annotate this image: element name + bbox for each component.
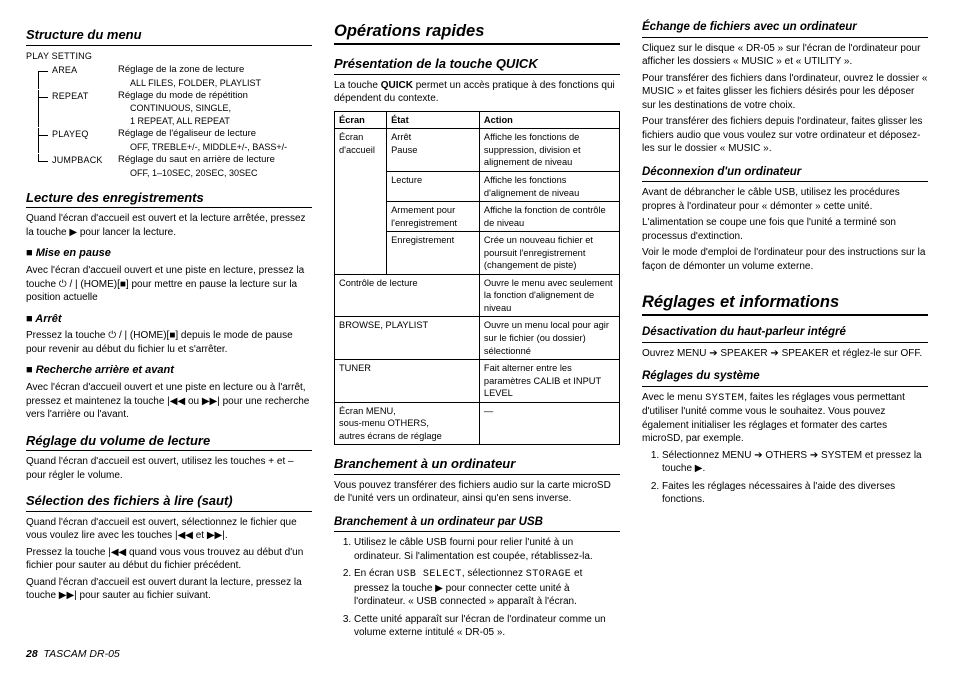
p: Pour transférer des fichiers dans l'ordi… [642,72,928,113]
h-echange: Échange de fichiers avec un ordinateur [642,20,928,38]
cell: — [479,402,619,445]
h-arret: ■ Arrêt [26,312,312,327]
p: Pressez la touche |◀◀ quand vous vous tr… [26,546,312,573]
p: Quand l'écran d'accueil est ouvert, séle… [26,516,312,543]
p: Quand l'écran d'accueil est ouvert duran… [26,576,312,603]
p: Avec l'écran d'accueil ouvert et une pis… [26,381,312,422]
h-operations: Opérations rapides [334,20,620,45]
col-right: Échange de fichiers avec un ordinateur C… [642,16,928,644]
tree-item: AREA Réglage de la zone de lectureALL FI… [38,64,312,89]
cell: Ouvre un menu local pour agir sur le fic… [479,317,619,360]
col-mid: Opérations rapides Présentation de la to… [334,16,620,644]
p: L'alimentation se coupe une fois que l'u… [642,216,928,243]
cell: BROWSE, PLAYLIST [335,317,480,360]
h-usb: Branchement à un ordinateur par USB [334,515,620,533]
tree-item: JUMPBACK Réglage du saut en arrière de l… [38,154,312,179]
th-action: Action [479,111,619,129]
cell: Affiche les fonctions d'alignement de ni… [479,172,619,202]
cell: Arrêt Pause [387,129,480,172]
list-item: Cette unité apparaît sur l'écran de l'or… [354,613,620,640]
h-reglages: Réglages et informations [642,291,928,316]
p: La touche QUICK permet un accès pratique… [334,79,620,106]
col-left: Structure du menu PLAY SETTING AREA Régl… [26,16,312,644]
system-steps: Sélectionnez MENU ➔ OTHERS ➔ SYSTEM et p… [662,449,928,507]
th-etat: État [387,111,480,129]
h-branchement: Branchement à un ordinateur [334,455,620,475]
h-lecture: Lecture des enregistrements [26,189,312,209]
p: Pour transférer des fichiers depuis l'or… [642,115,928,156]
list-item: En écran USB SELECT, sélectionnez STORAG… [354,567,620,609]
p: Quand l'écran d'accueil est ouvert et la… [26,212,312,239]
h-quick: Présentation de la touche QUICK [334,55,620,75]
cell: Affiche les fonctions de suppression, di… [479,129,619,172]
p: Pressez la touche ⏻ / | (HOME)[■] depuis… [26,329,312,356]
list-item: Utilisez le câble USB fourni pour relier… [354,536,620,563]
settings-tree: AREA Réglage de la zone de lectureALL FI… [26,64,312,179]
p: Vous pouvez transférer des fichiers audi… [334,479,620,506]
p: Cliquez sur le disque « DR-05 » sur l'éc… [642,42,928,69]
cell: Crée un nouveau fichier et poursuit l'en… [479,232,619,275]
cell-ecran: Écran d'accueil [335,129,387,274]
cell: TUNER [335,360,480,403]
h-system: Réglages du système [642,369,928,387]
h-selection: Sélection des fichiers à lire (saut) [26,492,312,512]
page-footer: 28 TASCAM DR-05 [26,647,120,661]
cell: Armement pour l'enregistrement [387,202,480,232]
p: Quand l'écran d'accueil est ouvert, util… [26,455,312,482]
h-structure: Structure du menu [26,26,312,46]
h-speaker: Désactivation du haut-parleur intégré [642,325,928,343]
cell: Affiche la fonction de contrôle de nivea… [479,202,619,232]
cell: Enregistrement [387,232,480,275]
cell: Lecture [387,172,480,202]
menu-root: PLAY SETTING [26,50,312,62]
tree-item: PLAYEQ Réglage de l'égaliseur de lecture… [38,128,312,153]
p: Avec le menu SYSTEM, faites les réglages… [642,391,928,446]
h-pause: ■ Mise en pause [26,246,312,261]
cell: Fait alterner entre les paramètres CALIB… [479,360,619,403]
h-deconnexion: Déconnexion d'un ordinateur [642,165,928,183]
usb-steps: Utilisez le câble USB fourni pour relier… [354,536,620,640]
p: Voir le mode d'emploi de l'ordinateur po… [642,246,928,273]
cell: Contrôle de lecture [335,274,480,317]
p: Ouvrez MENU ➔ SPEAKER ➔ SPEAKER et régle… [642,347,928,361]
th-ecran: Écran [335,111,387,129]
list-item: Faites les réglages nécessaires à l'aide… [662,480,928,507]
h-volume: Réglage du volume de lecture [26,432,312,452]
p: Avant de débrancher le câble USB, utilis… [642,186,928,213]
cell: Écran MENU, sous-menu OTHERS, autres écr… [335,402,480,445]
tree-item: REPEAT Réglage du mode de répétitionCONT… [38,90,312,127]
list-item: Sélectionnez MENU ➔ OTHERS ➔ SYSTEM et p… [662,449,928,476]
quick-table: Écran État Action Écran d'accueil Arrêt … [334,111,620,446]
p: Avec l'écran d'accueil ouvert et une pis… [26,264,312,305]
h-seek: ■ Recherche arrière et avant [26,363,312,378]
cell: Ouvre le menu avec seulement la fonction… [479,274,619,317]
